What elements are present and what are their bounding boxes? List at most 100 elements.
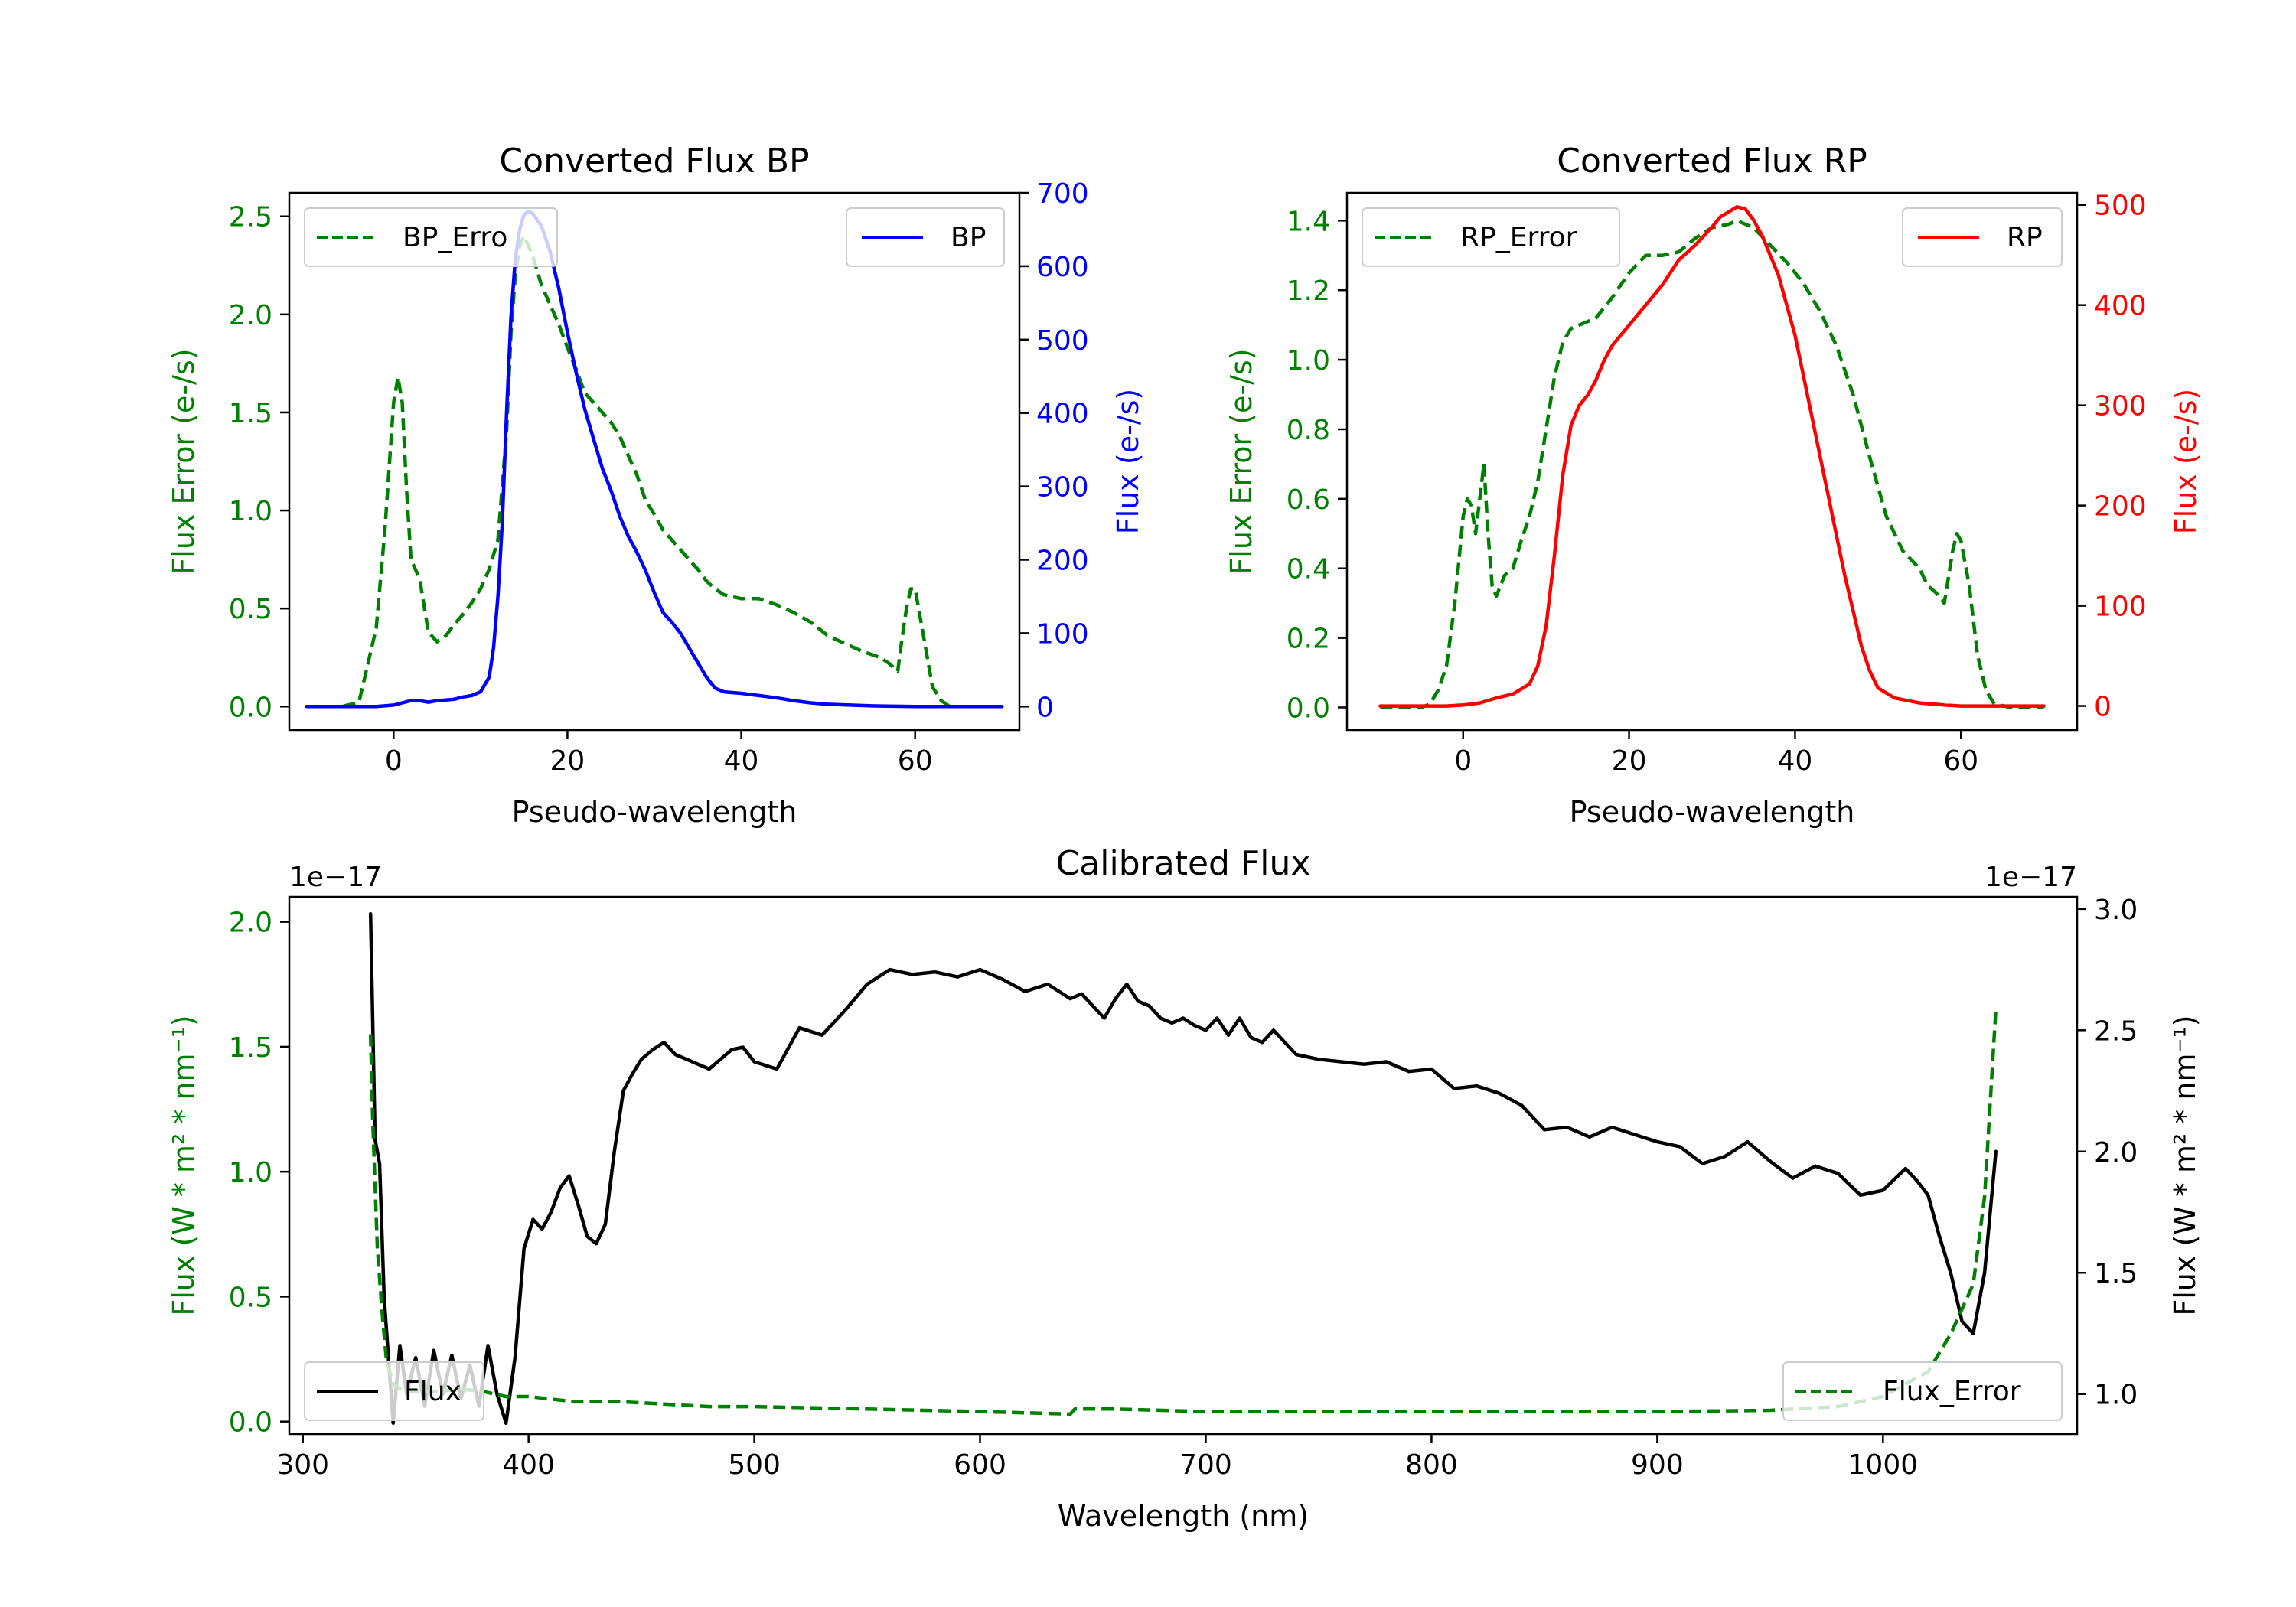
cal-left-tick-label: 0.5 (229, 1282, 272, 1313)
bp-legend-left: BP_Erro (304, 207, 558, 267)
rp-title: Converted Flux RP (1557, 142, 1867, 181)
cal-right-tick-label: 3.0 (2094, 895, 2138, 926)
bp-right-tick-label: 500 (1036, 325, 1089, 357)
bp-legend-right-box (846, 207, 1005, 267)
bp-left-tick-label: 2.0 (229, 300, 272, 331)
cal-x-tick-label: 300 (276, 1449, 329, 1481)
cal-x-tick-label: 800 (1405, 1449, 1458, 1481)
bp-right-tick-label: 200 (1036, 546, 1089, 577)
cal-x-tick-label: 400 (502, 1449, 555, 1481)
cal-left-tick-label: 2.0 (229, 908, 272, 939)
bp-left-ylabel: Flux Error (e-/s) (167, 348, 201, 574)
rp-left-tick-label: 0.6 (1287, 484, 1330, 516)
bp-x-tick-label: 40 (724, 745, 759, 777)
rp-legend-left-box (1362, 207, 1620, 267)
bp-right-tick-label: 600 (1036, 252, 1089, 283)
rp-series-rp-error-line (1380, 219, 2044, 709)
rp-left-tick-label: 1.4 (1287, 206, 1330, 237)
bp-right-tick-label: 400 (1036, 399, 1089, 430)
cal-right-tick-label: 1.0 (2094, 1380, 2138, 1411)
cal-left-tick-label: 1.0 (229, 1157, 272, 1188)
bp-legend-left-box (304, 207, 558, 267)
rp-left-tick-label: 0.0 (1287, 693, 1330, 724)
cal-right-tick-label: 2.0 (2094, 1137, 2138, 1169)
cal-x-tick-label: 900 (1631, 1449, 1684, 1481)
cal-frame (288, 895, 2079, 1436)
rp-legend-label: RP (2007, 222, 2043, 253)
rp-right-tick-label: 500 (2094, 191, 2147, 222)
cal-right-ticks: 1.0 1.5 2.0 2.5 3.0 (2077, 895, 2138, 1411)
rp-legend-left: RP_Error (1362, 207, 1620, 267)
bp-series-bp-line (305, 209, 1004, 709)
cal-legend-right-box (1782, 1361, 2063, 1421)
rp-x-tick-label: 40 (1778, 745, 1813, 777)
cal-legend-right: Flux_Error (1782, 1361, 2063, 1421)
rp-plot-area (1378, 205, 2046, 709)
cal-left-ylabel: Flux (W * m² * nm⁻¹) (167, 1015, 201, 1315)
cal-title: Calibrated Flux (1056, 844, 1311, 883)
bp-x-tick-label: 20 (550, 745, 585, 777)
flux-legend-label: Flux (404, 1376, 461, 1407)
bp-error-legend-label: BP_Erro (403, 222, 507, 253)
panel-bp: Converted Flux BP 0 20 40 60 0.0 0.5 1.0 1.5 2.… (167, 142, 1145, 829)
rp-left-tick-label: 0.2 (1287, 624, 1330, 655)
cal-left-tick-label: 0.0 (229, 1407, 272, 1439)
rp-x-tick-label: 60 (1943, 745, 1978, 777)
bp-series-bp-error-line (306, 234, 1003, 709)
bp-left-tick-label: 1.5 (229, 398, 272, 429)
bp-right-tick-label: 300 (1036, 472, 1089, 504)
rp-left-tick-label: 0.4 (1287, 554, 1330, 585)
cal-legend-left: Flux (304, 1361, 484, 1421)
rp-left-tick-label: 0.8 (1287, 415, 1330, 446)
rp-left-tick-label: 1.2 (1287, 275, 1330, 307)
bp-legend-label: BP (951, 222, 986, 253)
bp-left-tick-label: 2.5 (229, 202, 272, 233)
cal-legend-left-box (304, 1361, 484, 1421)
flux-error-legend-label: Flux_Error (1883, 1376, 2021, 1407)
cal-x-tick-label: 500 (728, 1449, 781, 1481)
rp-error-legend-label: RP_Error (1460, 222, 1577, 253)
rp-frame (1345, 191, 2079, 732)
rp-x-ticks: 0 20 40 60 (1454, 730, 1978, 777)
rp-left-ticks: 0.0 0.2 0.4 0.6 0.8 1.0 1.2 1.4 (1287, 206, 1347, 724)
bp-left-tick-label: 0.5 (229, 594, 272, 625)
bp-left-tick-label: 1.0 (229, 496, 272, 527)
cal-right-offset-text: 1e−17 (1985, 862, 2077, 893)
cal-left-tick-label: 1.5 (229, 1032, 272, 1064)
bp-x-tick-label: 60 (898, 745, 933, 777)
bp-left-tick-label: 0.0 (229, 692, 272, 723)
panel-calibrated: Calibrated Flux 300 400 500 600 700 800 900 100… (167, 844, 2202, 1533)
rp-x-tick-label: 0 (1454, 745, 1472, 777)
rp-right-tick-label: 0 (2094, 692, 2112, 723)
cal-right-tick-label: 1.5 (2094, 1258, 2138, 1289)
panel-rp: Converted Flux RP 0 20 40 60 0.00.20.40.60.… (1225, 142, 2203, 829)
bp-right-tick-label: 700 (1036, 178, 1089, 210)
cal-series-flux-error-line (368, 1009, 1998, 1416)
cal-right-ylabel: Flux (W * m² * nm⁻¹) (2168, 1015, 2202, 1315)
cal-left-offset-text: 1e−17 (289, 862, 382, 893)
cal-plot-area (368, 911, 1998, 1425)
rp-right-ticks: 0 100 200 300 400 500 (2077, 191, 2147, 723)
bp-plot-area (305, 209, 1004, 709)
cal-left-ticks: 0.0 0.5 1.0 1.5 2.0 (229, 908, 289, 1439)
bp-x-ticks: 0 20 40 60 (385, 730, 933, 777)
bp-legend-right: BP (846, 207, 1005, 267)
rp-x-tick-label: 20 (1612, 745, 1647, 777)
bp-title: Converted Flux BP (499, 142, 809, 181)
rp-left-tick-label: 1.0 (1287, 345, 1330, 376)
rp-series-rp-line (1378, 205, 2046, 708)
bp-right-ticks: 0 100 200 300 400 500 600 700 (1019, 178, 1089, 723)
bp-left-ticks: 0.0 0.5 1.0 1.5 2.0 2.5 (229, 202, 289, 723)
rp-right-tick-label: 300 (2094, 391, 2147, 422)
cal-series-flux-line (368, 911, 1998, 1425)
rp-right-tick-label: 200 (2094, 491, 2147, 523)
cal-x-ticks: 300 400 500 600 700 800 900 1000 (276, 1434, 1918, 1481)
bp-x-tick-label: 0 (385, 745, 403, 777)
rp-left-ylabel: Flux Error (e-/s) (1225, 348, 1258, 574)
cal-x-tick-label: 700 (1179, 1449, 1232, 1481)
rp-right-ylabel: Flux (e-/s) (2169, 389, 2203, 534)
cal-x-tick-label: 1000 (1848, 1449, 1919, 1481)
rp-right-tick-label: 400 (2094, 291, 2147, 322)
rp-right-tick-label: 100 (2094, 592, 2147, 623)
